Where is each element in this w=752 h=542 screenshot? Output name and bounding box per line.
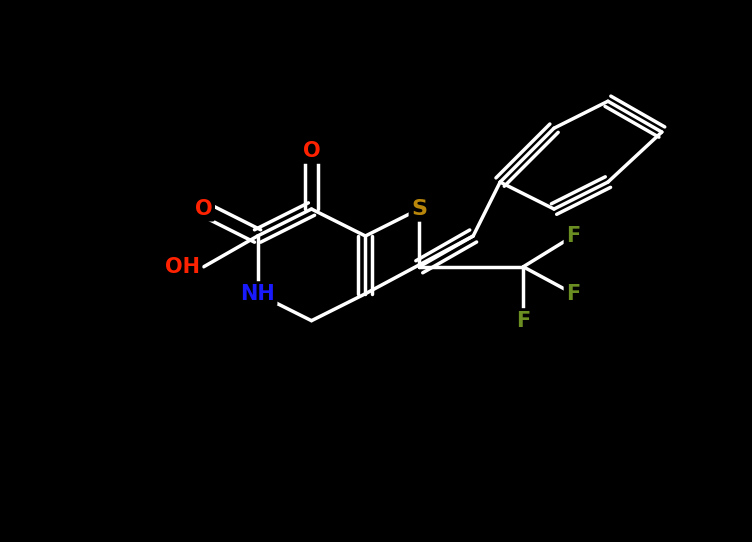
Text: F: F bbox=[516, 311, 530, 331]
Text: F: F bbox=[566, 283, 581, 304]
Text: NH: NH bbox=[240, 283, 275, 304]
Text: O: O bbox=[195, 199, 213, 219]
Text: OH: OH bbox=[165, 257, 200, 277]
Text: S: S bbox=[411, 199, 427, 219]
Text: F: F bbox=[566, 226, 581, 246]
Text: O: O bbox=[302, 141, 320, 162]
